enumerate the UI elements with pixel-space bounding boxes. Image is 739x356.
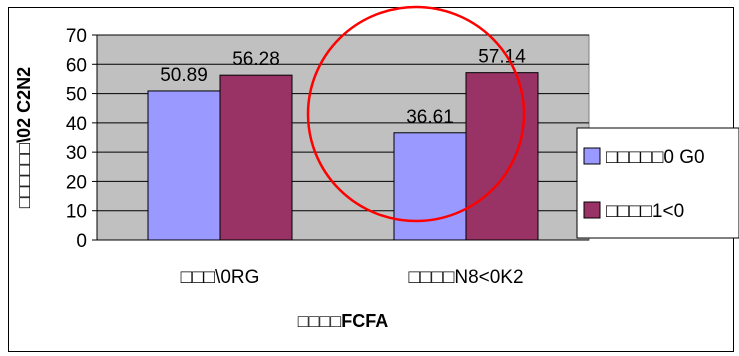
y-tick-label: 70 [66,26,87,47]
annotation-circle [306,5,526,223]
y-tick-label: 0 [76,231,87,252]
bars [147,72,539,241]
x-axis-categories: □□□\0RG □□□□N8<0K2 [181,267,524,288]
bar [219,74,293,241]
x-category-label: □□□\0RG [181,267,260,288]
bar [465,72,539,241]
legend-swatch [583,147,601,165]
y-tick-label: 30 [66,143,87,164]
data-label: 56.28 [232,49,280,70]
data-label: 57.14 [478,47,526,68]
legend: □□□□□0 G0 □□□□1<0 [576,127,739,239]
y-tick-label: 10 [66,202,87,223]
y-axis: 0 10 20 30 40 50 60 70 [66,26,589,252]
y-tick-label: 40 [66,114,87,135]
data-label: 50.89 [160,65,208,86]
legend-swatch [583,201,601,219]
y-tick-label: 50 [66,85,87,106]
legend-label: □□□□□0 G0 [606,147,705,168]
bar [393,132,467,241]
y-tick-label: 60 [66,55,87,76]
bar [147,90,221,241]
data-label: 36.61 [406,107,454,128]
legend-label: □□□□1<0 [606,201,684,222]
y-axis-label: □□□□□□\02 C2N2 [14,67,34,208]
x-category-label: □□□□N8<0K2 [408,267,523,288]
x-axis-label: □□□□FCFA [298,311,388,331]
legend-box [576,127,739,239]
data-labels: 50.89 56.28 36.61 57.14 [160,47,526,128]
y-tick-label: 20 [66,172,87,193]
